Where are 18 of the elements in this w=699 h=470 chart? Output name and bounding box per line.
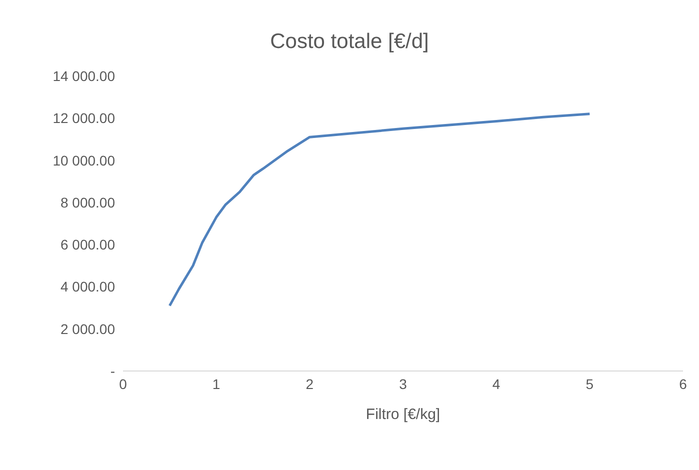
y-tick-label: 4 000.00: [60, 278, 116, 295]
y-tick-label: 14 000.00: [52, 68, 116, 84]
x-axis-title: Filtro [€/kg]: [366, 406, 440, 423]
x-tick-label: 3: [399, 376, 408, 392]
chart-title: Costo totale [€/d]: [269, 29, 430, 55]
y-tick-label: 8 000.00: [60, 194, 116, 210]
x-tick-label: 5: [586, 376, 594, 392]
x-tick-label: 1: [212, 376, 220, 392]
x-tick-label: 2: [306, 376, 314, 392]
x-tick-label: 4: [492, 376, 500, 392]
x-tick-label: 6: [679, 376, 688, 392]
y-tick-label: 12 000.00: [52, 110, 116, 126]
y-tick-label: 6 000.00: [60, 236, 116, 253]
x-tick-label: 0: [119, 376, 128, 392]
line-series: [168, 112, 591, 307]
y-tick-label: 2 000.00: [60, 320, 116, 337]
y-tick-label: 10 000.00: [52, 152, 116, 168]
y-tick-label: -: [110, 362, 116, 379]
